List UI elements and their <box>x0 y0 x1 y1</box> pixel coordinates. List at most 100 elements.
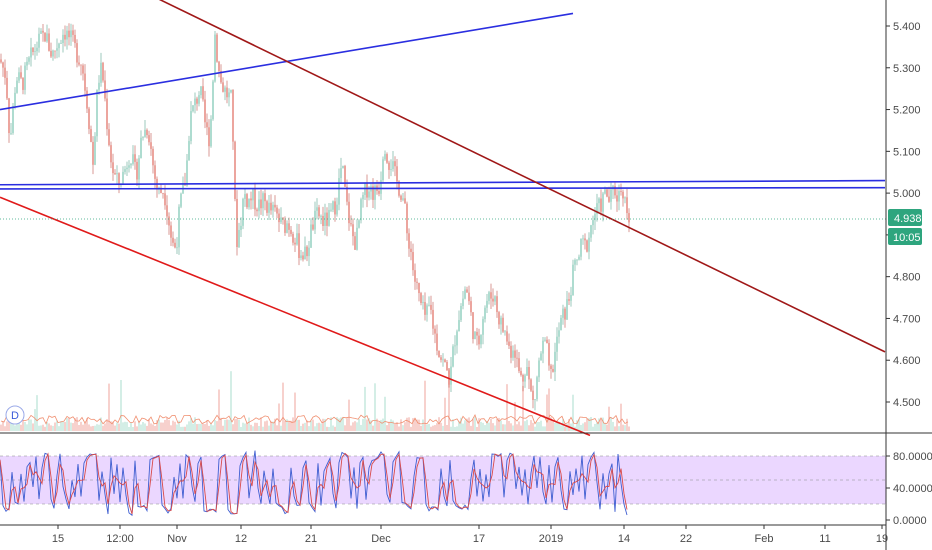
volume-bar <box>368 418 370 431</box>
candle-body <box>90 129 92 142</box>
volume-bar <box>536 422 538 431</box>
volume-bar <box>132 426 134 431</box>
candle-body <box>470 301 472 313</box>
candle-body <box>146 129 148 136</box>
volume-bar <box>534 426 536 431</box>
candle-body <box>560 317 562 331</box>
volume-bar <box>624 425 626 431</box>
candle-body <box>154 165 156 179</box>
candle-body <box>130 163 132 166</box>
candle-body <box>20 72 22 78</box>
volume-bar <box>582 423 584 431</box>
time-axis[interactable]: 15 12:00 Nov 12 21 Dec 17 2019 14 22 Feb 11 19 <box>52 525 888 545</box>
volume-bar <box>264 421 266 431</box>
volume-bar <box>540 420 542 431</box>
volume-marker-circle[interactable] <box>5 405 25 425</box>
volume-bar <box>170 425 172 431</box>
candle-body <box>58 43 60 49</box>
volume-bar <box>568 419 570 431</box>
volume-bar <box>464 420 466 431</box>
candle-body <box>222 82 224 92</box>
volume-marker[interactable]: D <box>5 405 25 425</box>
volume-bar <box>588 418 590 431</box>
trendlines[interactable] <box>0 0 886 437</box>
candle-body <box>304 246 306 260</box>
candle-body <box>206 122 208 128</box>
candle-body <box>118 173 120 184</box>
candle-body <box>258 199 260 212</box>
oscillator-tick-label: 40.0000 <box>893 483 932 495</box>
candle-body <box>168 216 170 226</box>
volume-bar <box>282 382 284 431</box>
volume-bar <box>424 380 426 431</box>
volume-bar <box>274 418 276 431</box>
volume-bar <box>138 421 140 431</box>
candle-body <box>292 233 294 243</box>
volume-bar <box>358 418 360 431</box>
volume-bar <box>198 423 200 431</box>
candle-body <box>420 293 422 304</box>
volume-bar <box>10 422 12 431</box>
oscillator-tick-label: 0.0000 <box>893 515 927 527</box>
volume-bar <box>6 421 8 431</box>
candle-body <box>34 51 36 53</box>
candle-body <box>460 305 462 321</box>
candle-body <box>262 193 264 209</box>
trendline[interactable] <box>0 196 591 437</box>
candle-body <box>354 236 356 250</box>
candle-body <box>564 308 566 320</box>
price-tick-label: 4.500 <box>893 397 921 409</box>
candle-body <box>164 193 166 206</box>
volume-bar <box>352 422 354 431</box>
volume-bar <box>596 422 598 431</box>
volume-bar <box>306 420 308 431</box>
candle-body <box>424 302 426 315</box>
candle-body <box>330 209 332 211</box>
candle-body <box>392 161 394 170</box>
trendline[interactable] <box>0 186 886 190</box>
volume-bar <box>360 424 362 431</box>
candle-body <box>38 33 40 48</box>
candle-body <box>150 142 152 149</box>
trendline[interactable] <box>0 179 886 186</box>
candle-body <box>584 238 586 241</box>
volume-bar <box>100 417 102 431</box>
volume-bar <box>86 418 88 431</box>
volume-bar <box>332 425 334 431</box>
volume-bar <box>218 389 220 431</box>
candle-body <box>508 341 510 346</box>
volume-bar <box>440 422 442 431</box>
candle-body <box>16 80 18 93</box>
volume-bar <box>528 425 530 431</box>
candle-body <box>404 198 406 204</box>
candle-body <box>380 180 382 194</box>
candle-body <box>270 202 272 211</box>
volume-bar <box>408 417 410 431</box>
trendline[interactable] <box>154 0 886 353</box>
candle-body <box>60 42 62 44</box>
candle-body <box>124 169 126 172</box>
volume-bar <box>490 418 492 431</box>
candle-body <box>502 317 504 332</box>
volume-bar <box>98 424 100 431</box>
candle-body <box>170 225 172 238</box>
candle-body <box>358 220 360 228</box>
volume-bar <box>268 425 270 431</box>
volume-bar <box>104 423 106 431</box>
candle-body <box>574 260 576 265</box>
price-badge-box <box>888 209 922 226</box>
time-tick-label: 12:00 <box>106 533 134 545</box>
candle-body <box>606 189 608 197</box>
volume-bar <box>496 418 498 431</box>
candle-body <box>622 191 624 199</box>
oscillator-axis[interactable]: 80.0000 40.0000 0.0000 <box>886 451 932 527</box>
candle-body <box>530 379 532 391</box>
volume-bar <box>88 424 90 431</box>
volume-bar <box>418 419 420 431</box>
candle-body <box>12 105 14 134</box>
candle-body <box>576 259 578 261</box>
volume-bar <box>24 422 26 431</box>
candle-body <box>582 238 584 240</box>
candle-body <box>78 62 80 65</box>
